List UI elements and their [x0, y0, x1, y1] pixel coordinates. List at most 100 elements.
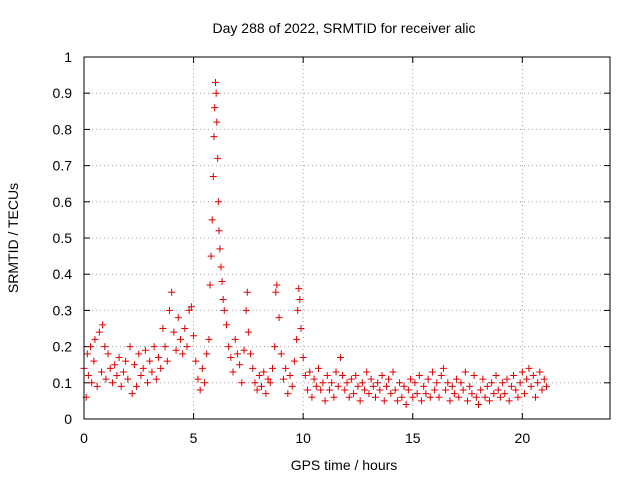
- data-point: [229, 368, 237, 376]
- data-point: [488, 379, 496, 387]
- data-point: [365, 390, 373, 398]
- data-point: [203, 350, 211, 358]
- data-point: [527, 382, 535, 390]
- data-point: [393, 397, 401, 405]
- data-point: [334, 382, 342, 390]
- data-point: [358, 379, 366, 387]
- data-point: [297, 325, 305, 332]
- data-point: [244, 328, 252, 336]
- data-point: [496, 393, 504, 401]
- data-point: [422, 390, 430, 398]
- data-point: [499, 379, 507, 387]
- data-point: [210, 133, 218, 141]
- data-point: [190, 332, 198, 340]
- data-point: [321, 397, 329, 405]
- data-point: [88, 379, 96, 387]
- data-point: [494, 386, 502, 394]
- data-point: [501, 390, 509, 398]
- data-point: [264, 375, 272, 383]
- data-point: [459, 386, 467, 394]
- data-point: [249, 364, 257, 372]
- data-point: [294, 306, 302, 314]
- data-point: [95, 328, 103, 336]
- data-point: [99, 321, 107, 329]
- data-point: [84, 372, 92, 380]
- y-tick-label: 0.5: [53, 230, 73, 246]
- data-point: [409, 393, 417, 401]
- data-point: [510, 372, 518, 380]
- data-point: [242, 306, 250, 314]
- data-point: [347, 375, 355, 383]
- data-point: [435, 393, 443, 401]
- data-point: [492, 372, 500, 380]
- data-point: [141, 346, 149, 354]
- data-point: [398, 393, 406, 401]
- x-tick-label: 0: [80, 430, 88, 446]
- data-point: [332, 368, 340, 376]
- data-point: [472, 393, 480, 401]
- data-point: [243, 288, 251, 296]
- data-point: [98, 368, 106, 376]
- data-point: [104, 350, 112, 358]
- x-tick-label: 20: [515, 430, 531, 446]
- data-point: [187, 303, 195, 311]
- data-point: [198, 364, 206, 372]
- data-point: [310, 375, 318, 383]
- data-point: [207, 252, 215, 260]
- data-point: [220, 306, 228, 314]
- data-point: [442, 386, 450, 394]
- data-point: [222, 321, 230, 329]
- data-point: [396, 379, 404, 387]
- x-tick-label: 10: [295, 430, 311, 446]
- data-point: [446, 397, 454, 405]
- data-point: [251, 379, 259, 387]
- data-point: [336, 353, 344, 361]
- data-point: [124, 375, 132, 383]
- data-point: [155, 353, 163, 361]
- data-point: [479, 375, 487, 383]
- data-point: [369, 382, 377, 390]
- data-point: [194, 375, 202, 383]
- data-point: [536, 368, 544, 376]
- data-point: [304, 386, 312, 394]
- y-tick-label: 0.3: [53, 302, 73, 318]
- data-point: [212, 78, 219, 86]
- data-point: [296, 296, 304, 304]
- data-point: [306, 368, 314, 376]
- y-tick-label: 0.6: [53, 194, 73, 210]
- data-point: [212, 89, 220, 97]
- data-point: [83, 350, 91, 358]
- data-point: [391, 386, 399, 394]
- data-point: [330, 393, 338, 401]
- data-point: [387, 390, 395, 398]
- data-point: [130, 361, 138, 369]
- data-point: [516, 379, 524, 387]
- data-point: [525, 364, 533, 372]
- data-point: [159, 325, 167, 332]
- data-point: [168, 288, 176, 296]
- y-axis-label: SRMTID / TECUs: [5, 183, 21, 293]
- data-point: [196, 386, 204, 394]
- data-point: [271, 343, 279, 351]
- data-point: [512, 386, 520, 394]
- data-point: [475, 401, 482, 409]
- data-point: [135, 350, 143, 358]
- data-point: [411, 379, 419, 387]
- data-point: [206, 281, 214, 289]
- data-point: [426, 393, 434, 401]
- data-point: [534, 379, 542, 387]
- data-point: [117, 382, 125, 390]
- data-point: [470, 372, 478, 380]
- data-point: [262, 390, 270, 398]
- points-layer: [80, 78, 550, 409]
- data-point: [144, 379, 152, 387]
- data-point: [481, 393, 489, 401]
- data-point: [148, 368, 156, 376]
- data-point: [448, 382, 456, 390]
- chart-title: Day 288 of 2022, SRMTID for receiver ali…: [213, 20, 476, 36]
- data-point: [126, 343, 134, 351]
- data-point: [290, 357, 298, 365]
- data-point: [90, 357, 98, 365]
- data-point: [93, 382, 101, 390]
- data-point: [108, 379, 116, 387]
